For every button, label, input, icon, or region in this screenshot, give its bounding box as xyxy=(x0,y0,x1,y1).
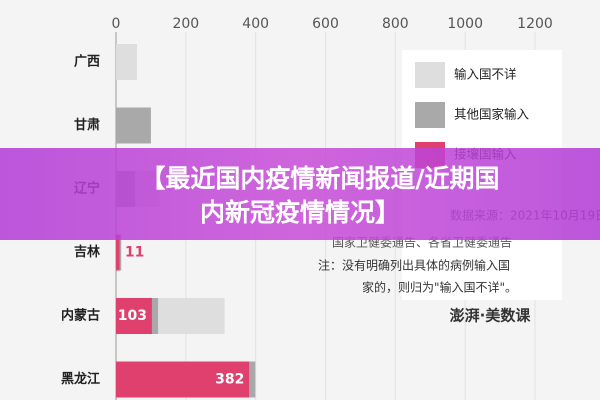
x-tick-label: 1200 xyxy=(517,16,553,32)
x-tick-label: 600 xyxy=(312,16,339,32)
brand: 澎湃·美数课 xyxy=(450,307,532,325)
overlay-title: 内新冠疫情情况】 xyxy=(200,198,400,227)
value-label: 11 xyxy=(125,245,144,261)
bar-segment xyxy=(151,298,159,334)
legend-swatch xyxy=(415,62,445,88)
overlay-band xyxy=(0,148,600,240)
bar-segment xyxy=(116,234,120,271)
bar-segment xyxy=(116,298,152,334)
y-tick-label: 吉林 xyxy=(74,244,100,260)
plot: 020040060080010001200广西甘肃辽宁吉林11内蒙古103黑龙江… xyxy=(61,16,553,400)
bar-segment xyxy=(116,361,250,398)
y-tick-label: 甘肃 xyxy=(74,117,100,133)
bar-segment xyxy=(249,361,256,398)
legend-label: 输入国不详 xyxy=(454,67,517,82)
y-tick-label: 黑龙江 xyxy=(61,371,100,387)
bar-segment xyxy=(158,298,225,334)
y-tick-label: 广西 xyxy=(74,54,100,70)
value-label: 382 xyxy=(215,372,244,388)
x-tick-label: 800 xyxy=(382,16,409,32)
x-tick-label: 0 xyxy=(112,16,121,32)
y-tick-label: 内蒙古 xyxy=(61,308,100,324)
overlay-title: 【最近国内疫情新闻报道/近期国 xyxy=(140,164,499,193)
note-text: 家的，则归为"输入国不详"。 xyxy=(362,280,517,295)
x-tick-label: 400 xyxy=(242,16,269,32)
bar-segment xyxy=(119,234,122,271)
legend-swatch xyxy=(415,102,445,128)
x-tick-label: 1000 xyxy=(447,16,483,32)
x-tick-label: 200 xyxy=(172,16,199,32)
legend-label: 其他国家输入 xyxy=(454,107,530,122)
value-label: 103 xyxy=(118,308,147,324)
note-text: 注：没有明确列出具体的病例输入国 xyxy=(318,258,510,273)
bar-segment xyxy=(116,44,137,80)
bar-segment xyxy=(116,107,151,144)
